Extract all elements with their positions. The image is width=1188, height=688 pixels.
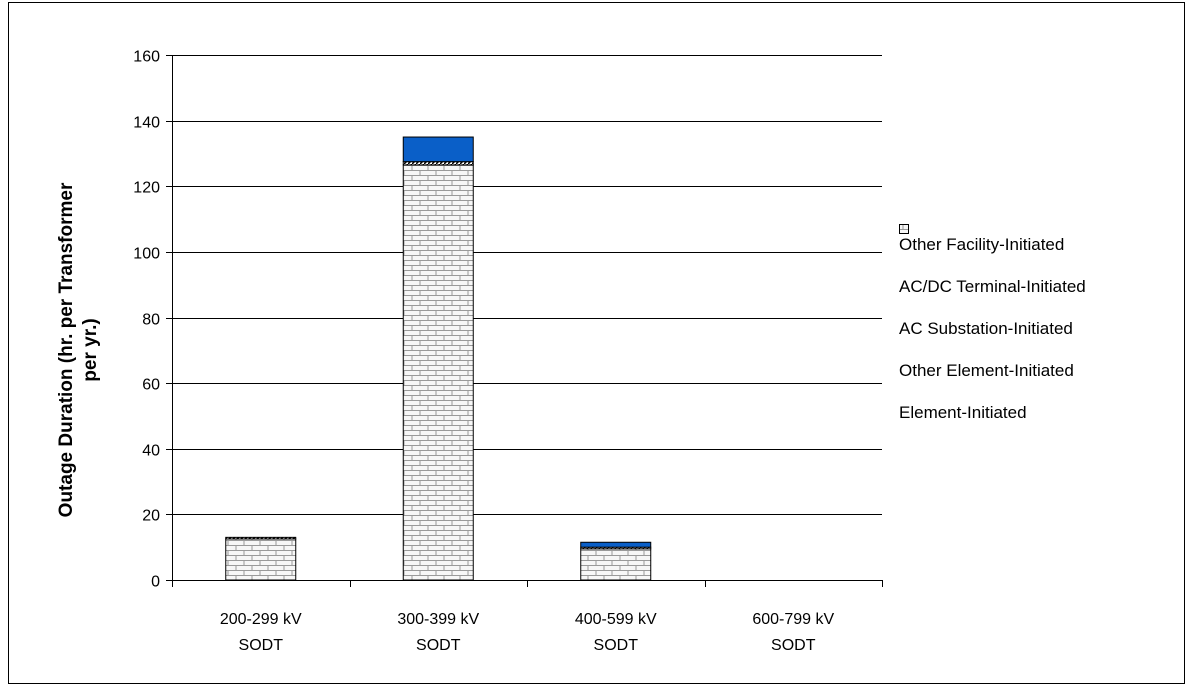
gridlines: [166, 55, 882, 581]
x-tick-label: 400-599 kV: [575, 611, 657, 628]
y-tick-label: 100: [133, 246, 160, 263]
y-tick-label: 40: [142, 443, 160, 460]
y-tick-label: 120: [133, 180, 160, 197]
legend-label: Element-Initiated: [899, 403, 1027, 422]
bar-segment-element-initiated: [580, 548, 652, 581]
y-tick-label: 160: [133, 49, 160, 66]
x-tick-label: SODT: [416, 637, 461, 654]
y-tick-label: 60: [142, 377, 160, 394]
legend-label: AC Substation-Initiated: [899, 319, 1073, 338]
legend: Other Facility-Initiated AC/DC Terminal-I…: [899, 224, 1179, 434]
bar-segment-ac-substation-initiated: [402, 136, 474, 163]
legend-label: Other Element-Initiated: [899, 361, 1074, 380]
legend-swatch: [899, 224, 909, 234]
x-tick-label: 600-799 kV: [752, 611, 834, 628]
x-tick-labels: 200-299 kV SODT 300-399 kV SODT 400-599 kV SO…: [220, 611, 835, 654]
x-tick-label: 300-399 kV: [397, 611, 479, 628]
bar-segment-element-initiated: [225, 538, 297, 581]
y-tick-label: 20: [142, 508, 160, 525]
legend-label: AC/DC Terminal-Initiated: [899, 277, 1086, 296]
x-tick-label: SODT: [239, 637, 284, 654]
y-tick-label: 80: [142, 312, 160, 329]
bars: [225, 136, 652, 581]
legend-item: AC Substation-Initiated: [899, 224, 1179, 350]
legend-item: Other Element-Initiated: [899, 224, 1179, 392]
bar-segment-other-element-initiated: [225, 536, 297, 540]
bar-segment-element-initiated: [402, 164, 474, 581]
y-tick-label: 0: [151, 574, 160, 591]
y-tick-labels: 0 20 40 60 80 100 120 140 160: [133, 49, 160, 591]
legend-item: AC/DC Terminal-Initiated: [899, 224, 1179, 308]
y-tick-label: 140: [133, 115, 160, 132]
axes: [172, 55, 883, 587]
y-axis-title-line-1: Outage Duration (hr. per Transformer: [56, 182, 77, 517]
x-tick-label: 200-299 kV: [220, 611, 302, 628]
y-axis-title-line-2: per yr.): [80, 318, 101, 381]
x-tick-label: SODT: [771, 637, 816, 654]
x-tick-label: SODT: [594, 637, 639, 654]
bar-segment-ac-substation-initiated: [580, 541, 652, 548]
legend-item: Element-Initiated: [899, 224, 1179, 434]
legend-item: Other Facility-Initiated: [899, 224, 1179, 266]
legend-label: Other Facility-Initiated: [899, 235, 1065, 254]
legend-swatch-fill: [899, 224, 909, 234]
